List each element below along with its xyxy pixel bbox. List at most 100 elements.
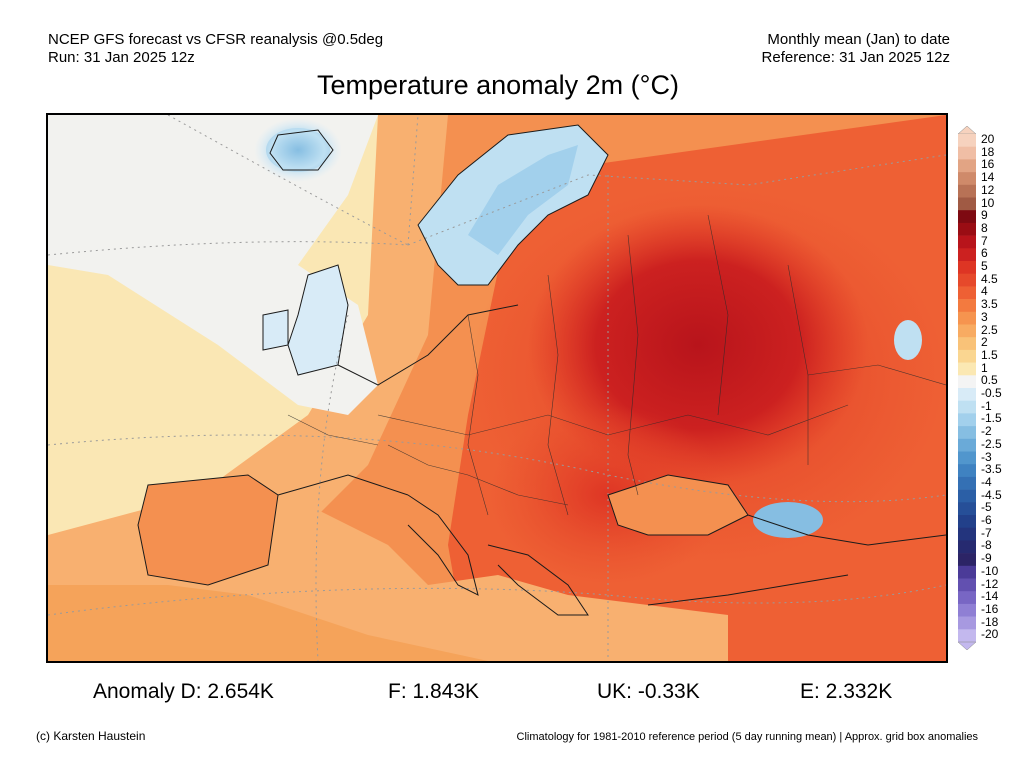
uk-cold-anomaly [288,265,348,375]
colorbar-swatch [958,362,976,376]
colorbar-tick-label: 20 [981,132,995,146]
scandinavia-core [468,145,578,255]
colorbar-swatch [958,464,976,478]
colorbar-bottom-arrow [958,641,976,650]
colorbar-swatch [958,375,976,389]
country-borders [287,214,946,516]
anomaly-uk-value: UK: -0.33K [597,680,700,703]
colorbar-tick-label: -20 [981,627,999,642]
colorbar-tick-label: -12 [981,576,999,591]
black-sea [608,475,748,535]
averaging-period: Monthly mean (Jan) to date [767,31,950,48]
colorbar-swatch [958,184,976,198]
colorbar-swatch [958,502,976,516]
colorbar-swatch [958,515,976,528]
iberia-region [138,475,278,585]
colorbar-swatch [958,578,976,592]
coastlines [137,124,946,616]
colorbar-swatch [958,172,976,186]
anomaly-d-value: Anomaly D: 2.654K [93,680,274,703]
colorbar-swatch [958,324,976,338]
colorbar-tick-label: 3 [981,309,988,324]
colorbar-tick-label: -10 [981,563,999,578]
colorbar-swatch [958,134,976,147]
colorbar-tick-label: -3.5 [981,462,1002,477]
colorbar-tick-label: 18 [981,144,995,159]
ireland-anomaly [263,310,288,350]
graticule [48,115,946,661]
colorbar-swatch [958,603,976,617]
colorbar-swatch [958,616,976,630]
colorbar-swatch [958,629,976,643]
header-left: NCEP GFS forecast vs CFSR reanalysis @0.… [48,31,383,67]
colorbar-tick-label: 2.5 [981,322,998,337]
colorbar-swatch [958,540,976,554]
colorbar-swatch [958,248,976,262]
colorbar-tick-label: -2 [981,424,992,439]
colorbar-tick-label: 12 [981,182,995,197]
colorbar-tick-label: -0.5 [981,386,1002,400]
colorbar-tick-label: 4.5 [981,271,998,286]
copyright-text: (c) Karsten Haustein [36,729,146,743]
colorbar-tick-label: -16 [981,601,999,616]
colorbar-tick-label: -1.5 [981,411,1002,426]
colorbar-tick-label: 6 [981,246,988,261]
colorbar-tick-label: 1 [981,360,988,375]
colorbar-top-arrow [958,126,976,135]
colorbar-swatch [958,146,976,160]
colorbar-swatch [958,451,976,465]
colorbar-swatch [958,222,976,236]
colorbar-swatch [958,426,976,440]
colorbar-swatch [958,527,976,541]
colorbar-swatch [958,299,976,313]
anomaly-e-value: E: 2.332K [800,680,893,703]
colorbar-swatch [958,388,976,401]
colorbar-swatch [958,235,976,249]
map-canvas [48,115,946,661]
colorbar-tick-label: 1.5 [981,347,998,362]
colorbar-swatch [958,349,976,363]
colorbar-swatch [958,159,976,173]
colorbar-tick-label: 0.5 [981,373,998,388]
run-time: Run: 31 Jan 2025 12z [48,49,195,66]
colorbar-tick-label: 8 [981,220,988,235]
iceland-halo [254,118,342,182]
reference-time: Reference: 31 Jan 2025 12z [761,49,950,66]
caucasus-cold-anomaly [753,502,823,538]
colorbar-tick-label: 16 [981,157,995,172]
header-right: Monthly mean (Jan) to date Reference: 31… [762,31,950,67]
colorbar-swatch [958,400,976,414]
colorbar-swatch [958,413,976,427]
colorbar-swatch [958,261,976,274]
colorbar-tick-label: -9 [981,551,992,566]
colorbar-tick-label: 7 [981,233,988,248]
colorbar-swatch [958,591,976,605]
colorbar-tick-label: 4 [981,284,988,299]
climatology-note: Climatology for 1981-2010 reference peri… [516,731,978,743]
colorbar-swatch [958,565,976,579]
map-title: Temperature anomaly 2m (°C) [317,70,679,100]
colorbar-tick-label: -18 [981,614,999,629]
colorbar-swatch [958,337,976,351]
colorbar-tick-label: -5 [981,500,992,515]
colorbar-tick-label: 5 [981,259,988,273]
colorbar-tick-label: 3.5 [981,297,998,312]
colorbar-tick-label: -4 [981,474,992,489]
colorbar-tick-label: 2 [981,335,988,350]
colorbar-tick-label: -1 [981,398,992,413]
colorbar-tick-label: 9 [981,208,988,223]
colorbar-tick-label: -6 [981,513,992,527]
colorbar-swatch [958,197,976,211]
colorbar-tick-label: -2.5 [981,436,1002,451]
colorbar-tick-label: 14 [981,170,995,185]
color-scale-bar [958,126,976,650]
anomaly-map [46,113,948,663]
colorbar-tick-label: -8 [981,538,992,553]
colorbar-swatch [958,210,976,224]
colorbar-swatch [958,286,976,300]
colorbar-swatch [958,489,976,503]
colorbar-swatch [958,438,976,452]
colorbar-tick-label: -4.5 [981,487,1002,502]
central-asia-cold-anomaly [894,320,922,360]
model-description: NCEP GFS forecast vs CFSR reanalysis @0.… [48,31,384,48]
